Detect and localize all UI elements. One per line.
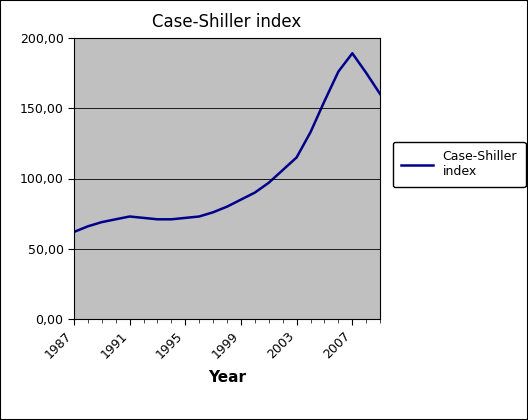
Case-Shiller
index [112,217,119,222]
Case-Shiller
index [363,71,370,76]
Case-Shiller
index [140,215,147,220]
Case-Shiller
index [210,210,216,215]
Case-Shiller
index [126,214,133,219]
Case-Shiller
index [71,229,77,234]
Case-Shiller
index [294,155,300,160]
X-axis label: Year: Year [208,370,246,385]
Case-Shiller
index [252,190,258,195]
Case-Shiller
index [196,214,202,219]
Case-Shiller
index [154,217,161,222]
Case-Shiller
index [349,51,355,56]
Line: Case-Shiller
index: Case-Shiller index [74,53,380,232]
Case-Shiller
index [307,129,314,134]
Case-Shiller
index [99,220,105,225]
Legend: Case-Shiller
index: Case-Shiller index [392,142,526,187]
Case-Shiller
index [84,224,91,229]
Case-Shiller
index [279,168,286,173]
Case-Shiller
index [377,92,383,97]
Case-Shiller
index [168,217,175,222]
Case-Shiller
index [182,215,188,220]
Case-Shiller
index [266,180,272,185]
Case-Shiller
index [224,204,230,209]
Case-Shiller
index [322,99,328,104]
Case-Shiller
index [238,197,244,202]
Case-Shiller
index [335,69,342,74]
Title: Case-Shiller index: Case-Shiller index [153,13,301,31]
